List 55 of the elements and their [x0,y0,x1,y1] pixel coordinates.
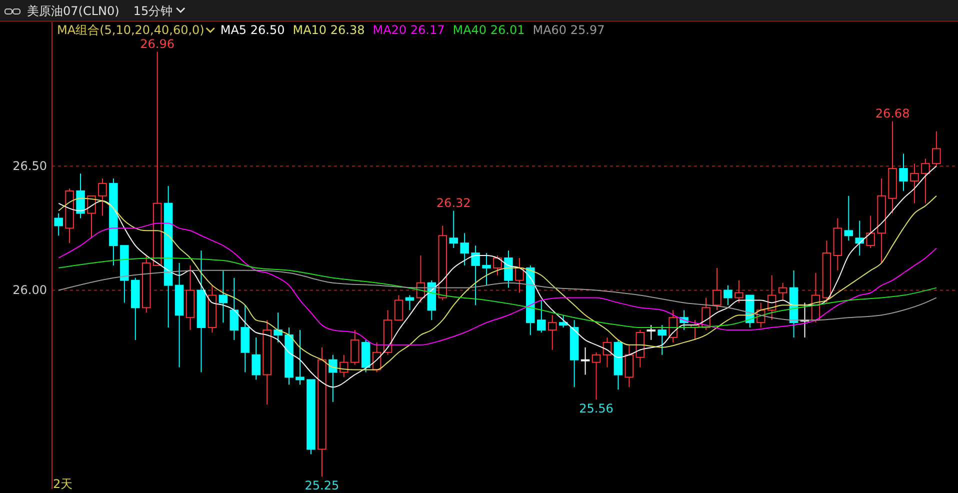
text: MA60 25.97 [532,23,605,37]
annotation: 25.56 [579,402,614,416]
text: MA10 26.38 [292,23,365,37]
candlestick [449,210,458,249]
candlestick [471,245,480,306]
candlestick [855,220,864,256]
candlestick [174,262,184,368]
candlestick [910,163,919,204]
candlestick [888,120,897,214]
candlestick [318,346,326,478]
candlestick [296,330,304,386]
candlestick [109,178,118,266]
candlestick [252,336,260,380]
text: MA40 26.01 [452,23,525,37]
candlestick [833,218,842,271]
candlestick [328,354,338,403]
candlestick [230,277,239,340]
candlestick [515,257,524,294]
line-series [58,222,937,346]
candlestick [284,327,294,386]
annotation: 26.32 [436,196,471,210]
chart-title: 美原油07(CLN0) [27,4,120,18]
candlestick [460,232,469,266]
candlestick [208,284,217,334]
annotation: 26.68 [875,106,910,120]
candlestick [240,304,250,373]
line-series [58,166,937,388]
annotation: 26.96 [140,36,175,51]
candlestick [877,178,886,264]
candlestick [186,264,195,331]
candlestick [218,270,228,324]
annotation: 2天 [53,477,73,491]
annotation: 25.25 [304,478,340,493]
legend-title: MA组合(5,10,20,40,60,0) [57,23,204,37]
candlestick [570,320,579,388]
candlestick [899,153,908,192]
candlestick [844,195,854,242]
candlestick [98,178,107,216]
candlestick [482,252,491,286]
candlestick [164,185,173,328]
y-tick-label: 26.00 [12,283,47,298]
line-series [58,270,937,321]
candlestick [580,346,590,376]
candlestick [196,250,206,373]
chart-subtitle: 15分钟 [133,4,173,18]
candlestick [724,284,732,306]
text: MA5 26.50 [220,23,285,37]
candlestick [602,336,612,368]
candlestick [921,158,930,204]
candlestick [624,344,634,388]
text: MA20 26.17 [372,23,445,37]
line-series [58,257,937,328]
candlestick [548,314,557,350]
y-tick-label: 26.50 [12,158,47,173]
candlestick [262,320,272,406]
